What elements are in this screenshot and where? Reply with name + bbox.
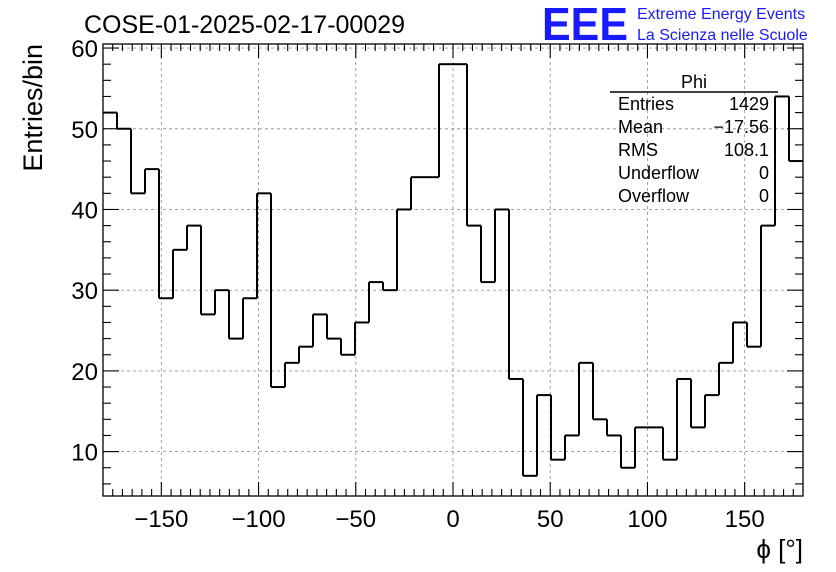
- histogram-bars: [103, 63, 803, 477]
- x-tick-label: −100: [232, 506, 286, 533]
- stats-value-rms: 108.1: [724, 140, 769, 160]
- x-tick-label: 0: [446, 506, 459, 533]
- stats-label-overflow: Overflow: [618, 186, 690, 206]
- stats-value-entries: 1429: [729, 94, 769, 114]
- y-tick-label: 20: [71, 359, 98, 386]
- x-tick-label: 100: [627, 506, 667, 533]
- axis-ticks: [103, 44, 803, 496]
- x-axis-label: ϕ [°]: [756, 534, 803, 564]
- y-tick-label: 60: [71, 36, 98, 63]
- y-tick-label: 10: [71, 440, 98, 467]
- y-tick-label: 50: [71, 117, 98, 144]
- x-tick-labels: −150 −100 −50 0 50 100 150: [134, 506, 764, 533]
- y-tick-labels: 10 20 30 40 50 60: [71, 36, 98, 467]
- y-axis-label: Entries/bin: [18, 44, 48, 172]
- stats-label-underflow: Underflow: [618, 163, 700, 183]
- stats-box: Phi Entries 1429 Mean −17.56 RMS 108.1 U…: [610, 72, 778, 206]
- x-tick-label: −150: [134, 506, 188, 533]
- y-tick-label: 40: [71, 197, 98, 224]
- chart-title: COSE-01-2025-02-17-00029: [84, 11, 405, 39]
- y-tick-label: 30: [71, 278, 98, 305]
- stats-value-overflow: 0: [759, 186, 769, 206]
- eee-logo-icon: EEE: [542, 0, 628, 50]
- logo-line-2: La Scienza nelle Scuole: [637, 27, 808, 44]
- stats-title: Phi: [681, 72, 707, 92]
- stats-label-rms: RMS: [618, 140, 658, 160]
- stats-label-entries: Entries: [618, 94, 674, 114]
- x-tick-label: 50: [537, 506, 564, 533]
- logo-line-1: Extreme Energy Events: [637, 6, 805, 23]
- x-tick-label: −50: [335, 506, 376, 533]
- stats-label-mean: Mean: [618, 117, 663, 137]
- stats-value-underflow: 0: [759, 163, 769, 183]
- x-tick-label: 150: [725, 506, 765, 533]
- stats-value-mean: −17.56: [713, 117, 769, 137]
